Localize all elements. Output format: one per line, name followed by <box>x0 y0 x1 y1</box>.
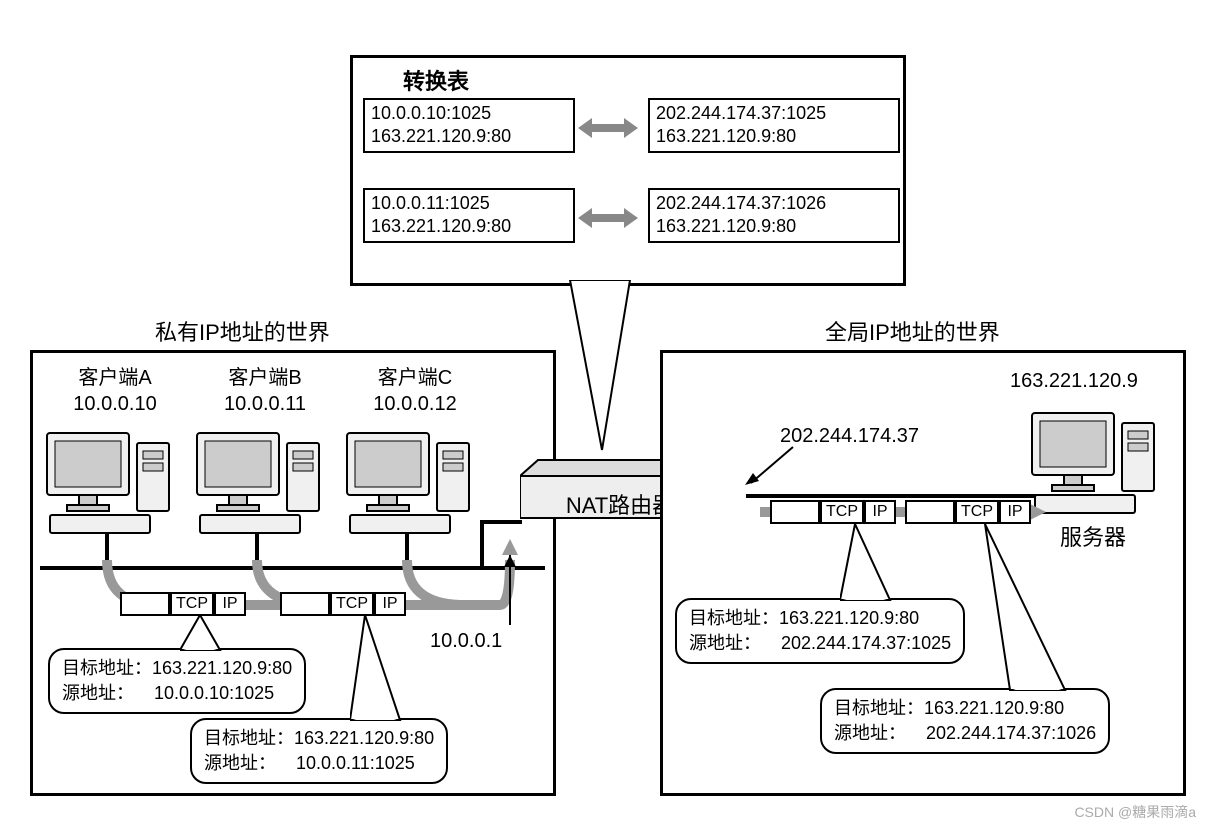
private-title: 私有IP地址的世界 <box>155 315 330 347</box>
bidir-arrow-icon <box>578 206 638 230</box>
server-ip: 163.221.120.9 <box>1010 370 1138 393</box>
wan-ip-pointer-icon <box>745 445 795 485</box>
packet: TCP IP <box>770 500 896 524</box>
computer-icon <box>345 425 475 535</box>
client-label-b: 客户端B 10.0.0.11 <box>195 365 335 417</box>
bidir-arrow-icon <box>578 116 638 140</box>
nat-wan-ip: 202.244.174.37 <box>780 425 919 448</box>
packet: TCP IP <box>280 592 406 616</box>
trans-cell-right-1: 202.244.174.37:1026 163.221.120.9:80 <box>648 188 900 243</box>
callout-pointer <box>980 524 1070 692</box>
packet: TCP IP <box>120 592 246 616</box>
global-title: 全局IP地址的世界 <box>825 315 1000 347</box>
callout-global-1: 目标地址：163.221.120.9:80 源地址： 202.244.174.3… <box>820 688 1110 754</box>
computer-icon <box>195 425 325 535</box>
callout-pointer <box>840 524 900 602</box>
callout-private-1: 目标地址：163.221.120.9:80 源地址： 10.0.0.11:102… <box>190 718 448 784</box>
translation-table: 转换表 10.0.0.10:1025 163.221.120.9:80 202.… <box>350 55 906 286</box>
nat-lan-ip: 10.0.0.1 <box>430 630 502 653</box>
callout-private-0: 目标地址：163.221.120.9:80 源地址： 10.0.0.10:102… <box>48 648 306 714</box>
trans-cell-right-0: 202.244.174.37:1025 163.221.120.9:80 <box>648 98 900 153</box>
translation-table-title: 转换表 <box>403 64 469 96</box>
computer-icon <box>45 425 175 535</box>
table-pointer-icon <box>540 280 660 470</box>
packet: TCP IP <box>905 500 1031 524</box>
trans-cell-left-0: 10.0.0.10:1025 163.221.120.9:80 <box>363 98 575 153</box>
lan-ip-pointer <box>500 555 520 633</box>
client-label-c: 客户端C 10.0.0.12 <box>345 365 485 417</box>
callout-global-0: 目标地址：163.221.120.9:80 源地址： 202.244.174.3… <box>675 598 965 664</box>
trans-cell-left-1: 10.0.0.11:1025 163.221.120.9:80 <box>363 188 575 243</box>
client-label-a: 客户端A 10.0.0.10 <box>45 365 185 417</box>
watermark: CSDN @糖果雨滴a <box>1074 802 1196 822</box>
callout-pointer <box>180 615 230 651</box>
callout-pointer <box>350 615 410 721</box>
